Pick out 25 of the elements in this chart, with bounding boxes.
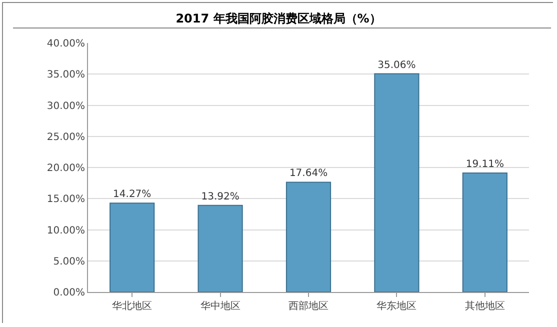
y-tick-label: 25.00% — [46, 132, 85, 143]
y-tick-label: 40.00% — [46, 38, 85, 50]
bar — [286, 182, 332, 292]
data-label: 14.27% — [113, 189, 152, 200]
bar — [198, 204, 243, 292]
x-tick-label: 华北地区 — [112, 300, 152, 312]
x-tick-label: 华东地区 — [376, 300, 417, 312]
chart-title: 2017 年我国阿胶消费区域格局（%） — [176, 12, 382, 26]
y-tick-label: 10.00% — [46, 225, 85, 236]
data-label: 35.06% — [378, 60, 416, 71]
x-tick-label: 其他地区 — [464, 300, 505, 312]
data-label: 13.92% — [201, 191, 240, 202]
y-tick-label: 30.00% — [46, 100, 85, 112]
bar — [110, 202, 155, 292]
x-tick-label: 西部地区 — [288, 300, 328, 312]
y-tick-label: 35.00% — [46, 70, 85, 81]
x-tick-label: 华中地区 — [200, 300, 240, 312]
y-tick-label: 20.00% — [46, 163, 85, 174]
data-label: 17.64% — [289, 168, 328, 180]
y-tick-label: 15.00% — [46, 194, 85, 206]
y-tick-label: 5.00% — [53, 256, 85, 268]
bar — [374, 73, 420, 292]
y-tick-label: 0.00% — [53, 288, 85, 298]
data-label: 19.11% — [466, 159, 504, 170]
bar — [462, 172, 508, 292]
